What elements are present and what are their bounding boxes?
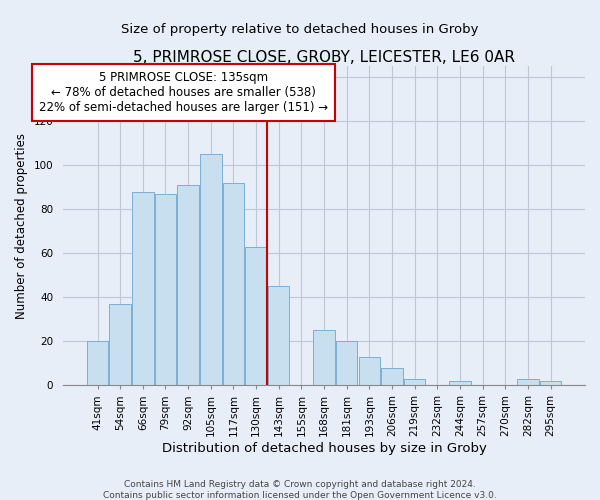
Bar bbox=[132, 192, 154, 386]
Bar bbox=[336, 342, 358, 386]
Bar bbox=[381, 368, 403, 386]
Bar bbox=[268, 286, 289, 386]
Title: 5, PRIMROSE CLOSE, GROBY, LEICESTER, LE6 0AR: 5, PRIMROSE CLOSE, GROBY, LEICESTER, LE6… bbox=[133, 50, 515, 65]
Bar bbox=[200, 154, 221, 386]
Y-axis label: Number of detached properties: Number of detached properties bbox=[15, 132, 28, 318]
Bar bbox=[313, 330, 335, 386]
Bar bbox=[517, 378, 539, 386]
Bar bbox=[449, 381, 470, 386]
X-axis label: Distribution of detached houses by size in Groby: Distribution of detached houses by size … bbox=[161, 442, 487, 455]
Bar bbox=[223, 183, 244, 386]
Bar bbox=[245, 246, 267, 386]
Bar bbox=[359, 356, 380, 386]
Bar bbox=[404, 378, 425, 386]
Bar bbox=[540, 381, 561, 386]
Bar bbox=[155, 194, 176, 386]
Bar bbox=[178, 185, 199, 386]
Text: Contains HM Land Registry data © Crown copyright and database right 2024.
Contai: Contains HM Land Registry data © Crown c… bbox=[103, 480, 497, 500]
Bar bbox=[87, 342, 108, 386]
Text: Size of property relative to detached houses in Groby: Size of property relative to detached ho… bbox=[121, 22, 479, 36]
Bar bbox=[109, 304, 131, 386]
Text: 5 PRIMROSE CLOSE: 135sqm
← 78% of detached houses are smaller (538)
22% of semi-: 5 PRIMROSE CLOSE: 135sqm ← 78% of detach… bbox=[39, 71, 328, 114]
